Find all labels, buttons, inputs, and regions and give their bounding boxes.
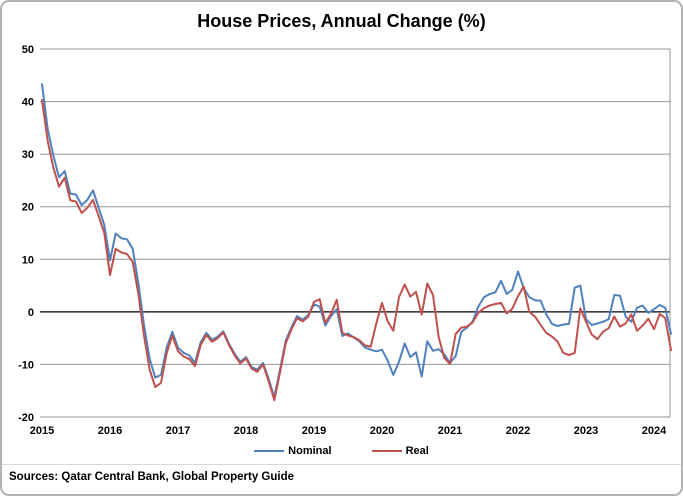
legend-item-real: Real xyxy=(371,445,429,457)
legend-item-nominal: Nominal xyxy=(254,445,332,457)
x-tick-label: 2024 xyxy=(642,425,667,437)
series-line-nominal xyxy=(41,83,672,398)
x-tick-label: 2020 xyxy=(370,425,394,437)
chart-legend: Nominal Real xyxy=(2,445,681,457)
y-tick-label: 30 xyxy=(22,149,34,161)
y-tick-label: 20 xyxy=(22,202,34,214)
legend-label-real: Real xyxy=(405,445,429,457)
y-tick-label: -10 xyxy=(18,359,34,371)
nominal-line-swatch xyxy=(254,450,285,452)
real-line-swatch xyxy=(371,450,402,452)
chart-title: House Prices, Annual Change (%) xyxy=(197,11,486,31)
x-tick-label: 2022 xyxy=(506,425,530,437)
footer-divider xyxy=(2,464,681,465)
y-tick-label: 0 xyxy=(28,307,34,319)
x-tick-label: 2015 xyxy=(30,425,54,437)
chart-plot-area: 50 40 30 20 10 0 -10 -20 2015 2016 2017 2018 2019 202… xyxy=(2,2,681,447)
source-note: Sources: Qatar Central Bank, Global Prop… xyxy=(9,471,295,483)
x-tick-label: 2019 xyxy=(302,425,326,437)
x-tick-label: 2016 xyxy=(98,425,122,437)
x-tick-label: 2017 xyxy=(166,425,190,437)
x-tick-label: 2021 xyxy=(438,425,462,437)
x-tick-label: 2023 xyxy=(574,425,598,437)
x-tick-label: 2018 xyxy=(234,425,258,437)
y-tick-label: 10 xyxy=(22,254,34,266)
y-tick-label: 40 xyxy=(22,97,34,109)
y-tick-label: -20 xyxy=(18,412,34,424)
legend-label-nominal: Nominal xyxy=(288,445,332,457)
y-tick-label: 50 xyxy=(22,44,34,56)
series-line-real xyxy=(41,99,672,402)
